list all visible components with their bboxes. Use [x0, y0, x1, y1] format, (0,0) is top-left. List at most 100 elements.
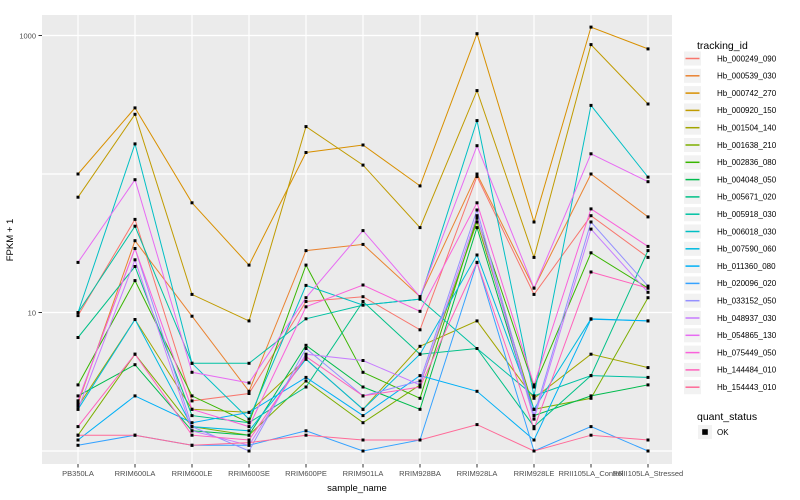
data-point [418, 396, 422, 400]
data-point [646, 102, 650, 106]
data-point [589, 207, 593, 211]
data-point [418, 407, 422, 411]
legend-label: Hb_048937_030 [717, 314, 777, 323]
data-point [361, 163, 365, 167]
legend-item-quant-OK: OK [698, 425, 729, 439]
legend-label: Hb_154443_010 [717, 383, 777, 392]
series-points-Hb_000742_270 [76, 25, 650, 267]
x-tick-label: RRIM600PE [285, 469, 327, 478]
y-axis-title: FPKM + 1 [5, 219, 16, 262]
data-point [475, 175, 479, 178]
data-point [646, 180, 650, 184]
data-point [304, 317, 308, 321]
legend-item-Hb_144484_010: Hb_144484_010 [684, 362, 777, 377]
data-point [304, 125, 308, 129]
data-point [532, 425, 536, 429]
data-point [190, 433, 194, 437]
x-axis-title: sample_name [327, 483, 387, 494]
legend-item-Hb_001504_140: Hb_001504_140 [684, 120, 777, 135]
legend-label: Hb_005918_030 [717, 210, 777, 219]
data-point [589, 317, 593, 321]
data-point [589, 214, 593, 218]
data-point [247, 389, 251, 393]
data-point [418, 297, 422, 301]
data-point [475, 208, 479, 212]
data-point [361, 449, 365, 453]
data-point [532, 383, 536, 387]
data-point [475, 201, 479, 205]
data-point [361, 295, 365, 299]
data-point [133, 258, 137, 262]
data-point [190, 314, 194, 318]
data-point [589, 172, 593, 176]
legend-label: Hb_002836_080 [717, 158, 777, 167]
data-point [304, 300, 308, 303]
legend-title-tracking-id: tracking_id [697, 40, 748, 52]
legend-label: Hb_000249_090 [717, 54, 777, 63]
data-point [76, 438, 80, 442]
data-point [133, 217, 137, 221]
data-point [361, 143, 365, 147]
data-point [646, 366, 650, 370]
legend-item-Hb_002836_080: Hb_002836_080 [684, 155, 777, 170]
data-point [76, 425, 80, 429]
legend-label: Hb_144484_010 [717, 366, 777, 375]
legend-item-Hb_001638_210: Hb_001638_210 [684, 138, 777, 152]
data-point [532, 438, 536, 442]
data-point [646, 438, 650, 442]
data-point [646, 47, 650, 51]
data-point [247, 421, 251, 425]
x-tick-label: RRIM600LE [172, 469, 213, 478]
data-point [532, 255, 536, 259]
data-point [76, 399, 80, 403]
legend-item-Hb_007590_060: Hb_007590_060 [684, 241, 777, 256]
data-point [475, 144, 479, 148]
data-point [190, 414, 194, 418]
data-point [190, 443, 194, 447]
data-point [304, 357, 308, 361]
data-point [475, 423, 479, 427]
legend-item-Hb_020096_020: Hb_020096_020 [684, 276, 777, 291]
data-point [361, 414, 365, 418]
data-point [76, 433, 80, 437]
data-point [304, 379, 308, 383]
data-point [361, 359, 365, 362]
data-point [190, 425, 194, 429]
data-point [133, 112, 137, 116]
data-point [247, 381, 251, 385]
series-points-Hb_144484_010 [76, 260, 650, 442]
data-point [646, 255, 650, 259]
data-point [247, 441, 251, 445]
data-point [304, 375, 308, 379]
data-point [133, 433, 137, 437]
data-point [247, 263, 251, 267]
data-point [475, 172, 479, 176]
data-point [361, 438, 365, 442]
legend-item-Hb_048937_030: Hb_048937_030 [684, 311, 777, 325]
x-tick-label: RRIM928LE [514, 469, 555, 478]
data-point [133, 394, 137, 398]
data-point [646, 175, 650, 179]
data-point [589, 394, 593, 398]
y-tick-label: 1000 [19, 31, 36, 40]
data-point [418, 379, 422, 383]
data-points [76, 25, 650, 453]
data-point [133, 178, 137, 182]
legend-item-Hb_000742_270: Hb_000742_270 [684, 86, 777, 101]
data-point [646, 286, 650, 290]
black-square-icon [702, 429, 708, 435]
data-point [76, 260, 80, 264]
data-point [475, 253, 479, 257]
data-point [304, 151, 308, 154]
legend-label: Hb_007590_060 [717, 245, 777, 254]
legend: Hb_000249_090 Hb_000539_030 Hb_000742_270 H… [684, 51, 777, 439]
data-point [133, 239, 137, 243]
data-point [304, 263, 308, 267]
data-point [475, 216, 479, 220]
data-point [76, 195, 80, 199]
legend-label: Hb_000539_030 [717, 72, 777, 81]
data-point [361, 303, 365, 307]
series-points-Hb_054865_130 [76, 144, 650, 385]
data-point [418, 438, 422, 442]
